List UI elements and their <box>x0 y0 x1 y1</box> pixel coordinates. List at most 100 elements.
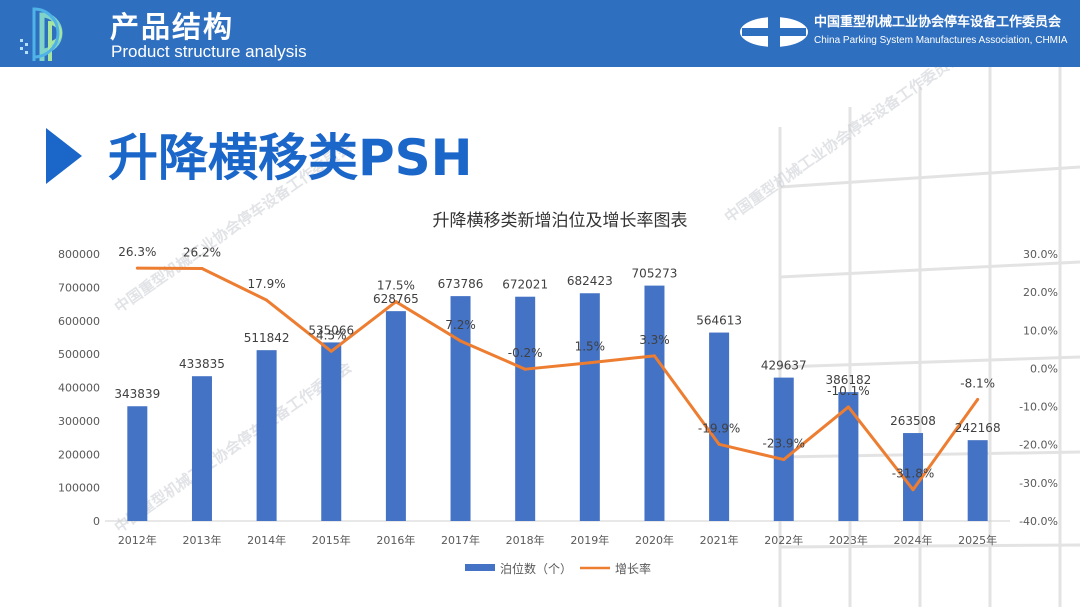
bar <box>903 433 924 521</box>
x-tick-label: 2021年 <box>700 533 739 547</box>
y-right-tick-label: -30.0% <box>1019 477 1058 490</box>
line-value-label: -23.9% <box>763 437 805 451</box>
bar-value-label: 242168 <box>955 421 1001 435</box>
bar <box>579 293 600 521</box>
legend-bar-swatch <box>465 564 495 571</box>
line-point <box>265 298 269 302</box>
legend-bar-label: 泊位数（个） <box>500 561 572 576</box>
x-tick-label: 2018年 <box>506 533 545 547</box>
x-tick-label: 2025年 <box>958 533 997 547</box>
line-point <box>717 442 721 446</box>
y-left-tick-label: 500000 <box>58 348 100 361</box>
line-data-labels: 26.3% 26.2% 17.9% 4.5% 17.5% 7.2% -0.2% 1.5% 3.3… <box>118 245 995 481</box>
combo-chart: 升降横移类新增泊位及增长率图表 0 100000 200000 300000 40000… <box>58 211 1058 576</box>
y-left-tick-label: 200000 <box>58 448 100 461</box>
background-parking-racks <box>760 67 1080 607</box>
line-value-label: -10.1% <box>827 384 869 398</box>
line-point <box>911 488 915 492</box>
bar <box>644 285 665 521</box>
y-right-tick-label: 0.0% <box>1030 362 1058 375</box>
x-tick-label: 2014年 <box>247 533 286 547</box>
line-value-label: 26.2% <box>183 245 221 259</box>
y-left-tick-label: 400000 <box>58 382 100 395</box>
line-value-label: 17.5% <box>377 279 415 293</box>
bar <box>321 342 342 521</box>
line-point <box>459 339 463 343</box>
bar-value-label: 386182 <box>825 373 871 387</box>
line-value-label: 7.2% <box>445 318 476 332</box>
line-value-label: -0.2% <box>508 346 543 360</box>
line-value-label: 26.3% <box>118 245 156 259</box>
y-left-tick-label: 700000 <box>58 281 100 294</box>
header-bar: 产品结构 Product structure analysis 中国重型机械工业… <box>0 0 1080 67</box>
y-right-tick-label: 30.0% <box>1023 248 1058 261</box>
line-point <box>329 349 333 353</box>
y-right-axis: -40.0% -30.0% -20.0% -10.0% 0.0% 10.0% 20.0% 30… <box>1019 248 1058 528</box>
line-point <box>652 354 656 358</box>
bar <box>127 406 148 521</box>
line-series <box>135 266 980 492</box>
bar-value-label: 511842 <box>244 331 290 345</box>
y-right-tick-label: -10.0% <box>1019 401 1058 414</box>
association-name-cn: 中国重型机械工业协会停车设备工作委员会 <box>814 15 1062 30</box>
p-logo-icon <box>18 3 84 65</box>
bar-data-labels: 343839 433835 511842 535066 628765 673786 6720… <box>114 267 1000 436</box>
bar <box>515 296 536 521</box>
y-right-tick-label: -40.0% <box>1019 515 1058 528</box>
line-point <box>135 266 139 270</box>
x-tick-label: 2016年 <box>376 533 415 547</box>
y-left-tick-label: 100000 <box>58 482 100 495</box>
x-tick-label: 2015年 <box>312 533 351 547</box>
line-value-label: -31.8% <box>892 467 934 481</box>
section-title: 升降横移类PSH <box>108 129 473 187</box>
y-left-tick-label: 800000 <box>58 248 100 261</box>
chart-title: 升降横移类新增泊位及增长率图表 <box>433 211 688 231</box>
growth-rate-line <box>137 266 979 492</box>
line-point <box>394 300 398 304</box>
y-right-tick-label: 10.0% <box>1023 324 1058 337</box>
bar-value-label: 263508 <box>890 414 936 428</box>
line-value-label: -19.9% <box>698 421 740 435</box>
page-subtitle: Product structure analysis <box>111 42 307 61</box>
bar <box>967 440 988 521</box>
line-value-label: 17.9% <box>248 277 286 291</box>
bar-value-label: 682423 <box>567 274 613 288</box>
line-value-label: -8.1% <box>960 376 995 390</box>
bar-value-label: 564613 <box>696 314 742 328</box>
bar-value-label: 429637 <box>761 359 807 373</box>
association-logo-icon <box>738 12 810 52</box>
line-value-label: 4.5% <box>316 328 347 342</box>
x-tick-label: 2017年 <box>441 533 480 547</box>
page-title: 产品结构 <box>110 10 235 44</box>
y-left-tick-label: 0 <box>93 515 100 528</box>
x-tick-label: 2019年 <box>570 533 609 547</box>
bar <box>450 296 471 521</box>
bar <box>773 377 794 521</box>
legend: 泊位数（个） 增长率 <box>465 561 651 576</box>
bar <box>191 376 212 521</box>
line-point <box>200 266 204 270</box>
bar-series <box>127 285 988 521</box>
x-axis-labels: 2012年 2013年 2014年 2015年 2016年 2017年 2018年 2019年… <box>118 533 997 547</box>
line-point <box>976 397 980 401</box>
x-tick-label: 2023年 <box>829 533 868 547</box>
section-arrow-icon <box>46 128 82 184</box>
bar-value-label: 673786 <box>438 277 484 291</box>
bar <box>256 350 277 521</box>
bar-value-label: 535066 <box>308 323 354 337</box>
bar <box>709 332 730 521</box>
line-point <box>523 367 527 371</box>
bar-value-label: 628765 <box>373 292 419 306</box>
legend-line-label: 增长率 <box>615 561 651 576</box>
x-tick-label: 2022年 <box>764 533 803 547</box>
line-point <box>782 458 786 462</box>
line-point <box>588 361 592 365</box>
x-tick-label: 2024年 <box>894 533 933 547</box>
y-left-tick-label: 600000 <box>58 315 100 328</box>
association-name-en: China Parking System Manufactures Associ… <box>814 35 1068 46</box>
y-right-tick-label: -20.0% <box>1019 439 1058 452</box>
bar <box>385 311 406 521</box>
y-right-tick-label: 20.0% <box>1023 286 1058 299</box>
bar-value-label: 433835 <box>179 357 225 371</box>
y-left-axis: 0 100000 200000 300000 400000 500000 600000 700… <box>58 248 100 528</box>
